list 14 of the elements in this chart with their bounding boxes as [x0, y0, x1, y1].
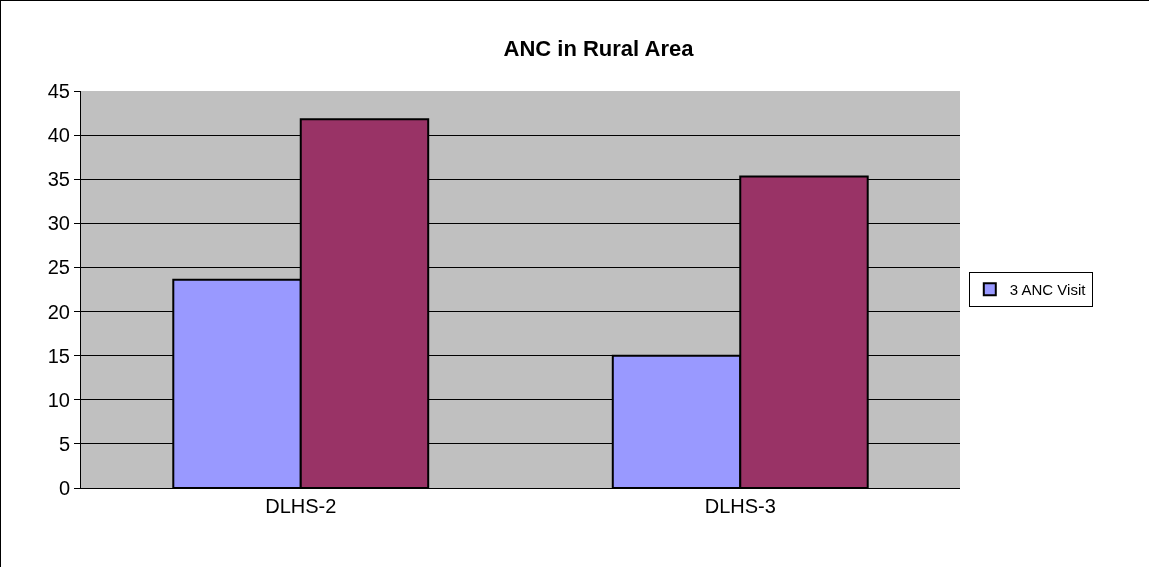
legend-label: 3 ANC Visit: [1009, 281, 1087, 299]
x-tick-label: DLHS-2: [265, 495, 337, 517]
chart-title: ANC in Rural Area: [503, 36, 695, 62]
y-tick-label: 35: [47, 168, 70, 191]
y-tick-label: 20: [47, 300, 70, 323]
x-tick-label: DLHS-3: [704, 495, 776, 517]
y-tick-label: 0: [58, 477, 70, 499]
y-tick-label: 45: [47, 80, 70, 102]
y-tick-label: 40: [47, 124, 70, 147]
y-tick-label: 5: [58, 432, 70, 455]
y-tick-label: 15: [47, 344, 70, 367]
y-tick-label: 10: [47, 388, 70, 411]
y-tick-label: 30: [47, 212, 70, 235]
y-tick-label: 25: [47, 256, 70, 279]
